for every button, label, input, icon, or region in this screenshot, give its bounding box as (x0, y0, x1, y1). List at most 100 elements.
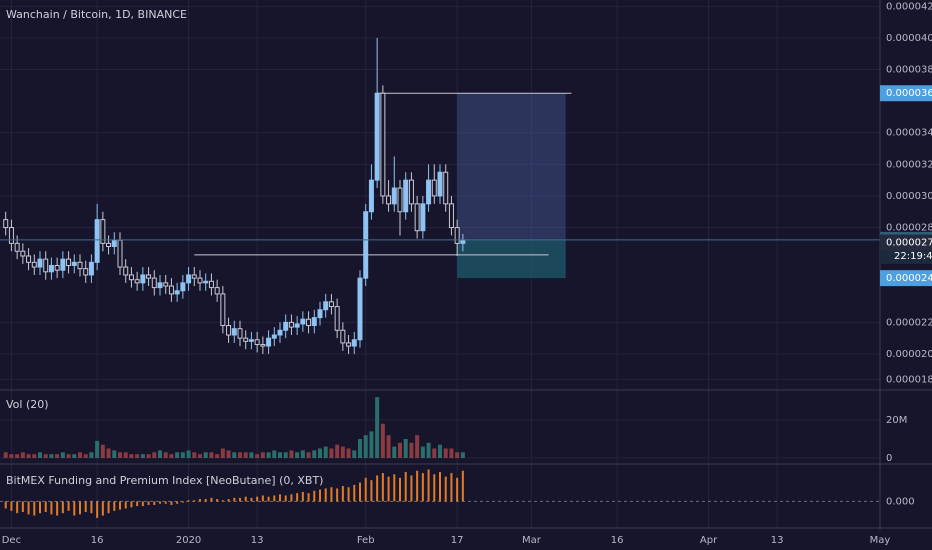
funding-bar (444, 476, 447, 502)
candle-body (20, 250, 26, 257)
funding-bar (210, 497, 213, 502)
y-tick-label: 0.00003200 (886, 159, 932, 170)
funding-bar (67, 501, 70, 511)
candle-body (208, 280, 214, 289)
volume-bar (243, 452, 248, 458)
funding-bar (107, 501, 110, 514)
candle-body (111, 239, 117, 248)
volume-bar (346, 448, 351, 458)
countdown: 22:19:48 (894, 251, 932, 262)
y-tick-label: 0.00002800 (886, 223, 932, 234)
volume-bar (312, 450, 317, 458)
candle-body (311, 317, 317, 327)
volume-bar (83, 454, 88, 458)
candle-body (300, 318, 306, 325)
volume-bar (60, 452, 65, 458)
candle-body (254, 339, 260, 345)
funding-bar (96, 501, 99, 518)
y-tick-label: 0.000 (886, 496, 915, 507)
x-tick-label: 16 (611, 535, 624, 546)
funding-bar (273, 495, 276, 502)
y-tick-label: 0 (886, 453, 892, 464)
funding-bar (90, 501, 93, 514)
volume-bar (112, 450, 117, 458)
x-tick-label: Dec (2, 535, 21, 546)
y-tick-label: 0.00003000 (886, 191, 932, 202)
volume-bar (420, 446, 425, 458)
volume-bar (238, 452, 242, 458)
funding-title: BitMEX Funding and Premium Index [NeoBut… (6, 474, 323, 487)
funding-bar (433, 474, 436, 502)
volume-bar (323, 446, 328, 458)
volume-bar (192, 452, 197, 458)
target-zone (457, 93, 566, 240)
volume-bar (432, 448, 437, 458)
volume-bar (369, 431, 374, 458)
volume-bar (55, 454, 60, 458)
funding-bar (170, 501, 173, 505)
funding-bar (119, 501, 121, 510)
candle-body (397, 187, 403, 213)
candle-body (237, 328, 243, 339)
y-tick-label: 0.00003800 (886, 65, 932, 76)
volume-bar (203, 452, 208, 458)
funding-bar (296, 493, 299, 502)
funding-bar (141, 501, 144, 507)
volume-bar (175, 452, 180, 458)
candle-body (186, 274, 192, 284)
y-tick-label: 0.00002000 (886, 349, 932, 360)
candle-body (191, 274, 197, 279)
price-label-box (880, 270, 932, 287)
candle-body (334, 306, 340, 331)
volume-bar (209, 452, 214, 458)
candle-body (83, 268, 89, 276)
candle-body (248, 339, 254, 342)
candle-body (431, 179, 437, 197)
candle-body (197, 277, 203, 284)
funding-bar (290, 494, 293, 502)
volume-bar (135, 454, 140, 458)
candle-body (60, 258, 66, 271)
candle-body (151, 277, 157, 289)
funding-bar (456, 477, 459, 502)
candle-body (374, 92, 380, 181)
volume-bar (43, 454, 48, 458)
volume-title: Vol (20) (6, 398, 49, 411)
volume-bar (118, 452, 122, 458)
funding-bar (347, 487, 350, 502)
funding-bar (187, 500, 190, 502)
candle-body (323, 301, 329, 311)
volume-bar (409, 442, 414, 458)
funding-bar (324, 488, 327, 502)
volume-bar (100, 444, 105, 458)
x-tick-label: 2020 (176, 535, 201, 546)
candle-body (283, 321, 289, 331)
candle-body (220, 293, 226, 327)
chart-title: Wanchain / Bitcoin, 1D, BINANCE (6, 8, 187, 21)
candle-body (288, 321, 294, 328)
candle-body (408, 179, 414, 205)
volume-bar (180, 452, 185, 458)
candle-body (357, 277, 363, 341)
candle-body (271, 334, 277, 339)
funding-bar (73, 501, 76, 516)
candle-body (43, 258, 49, 273)
funding-bar (216, 499, 219, 502)
volume-bar (9, 454, 14, 458)
candle-body (380, 92, 386, 197)
candle-body (3, 219, 9, 229)
volume-bar (403, 438, 408, 458)
candle-body (340, 329, 346, 344)
funding-bar (147, 501, 150, 505)
volume-bar (198, 454, 202, 458)
volume-bar (443, 448, 448, 458)
funding-bar (239, 497, 241, 502)
volume-bar (449, 448, 454, 458)
volume-bar (220, 448, 225, 458)
volume-bar (266, 452, 271, 458)
volume-bar (335, 444, 340, 458)
funding-bar (376, 475, 379, 502)
volume-bar (306, 452, 311, 458)
funding-bar (336, 488, 339, 502)
candle-body (403, 179, 409, 213)
